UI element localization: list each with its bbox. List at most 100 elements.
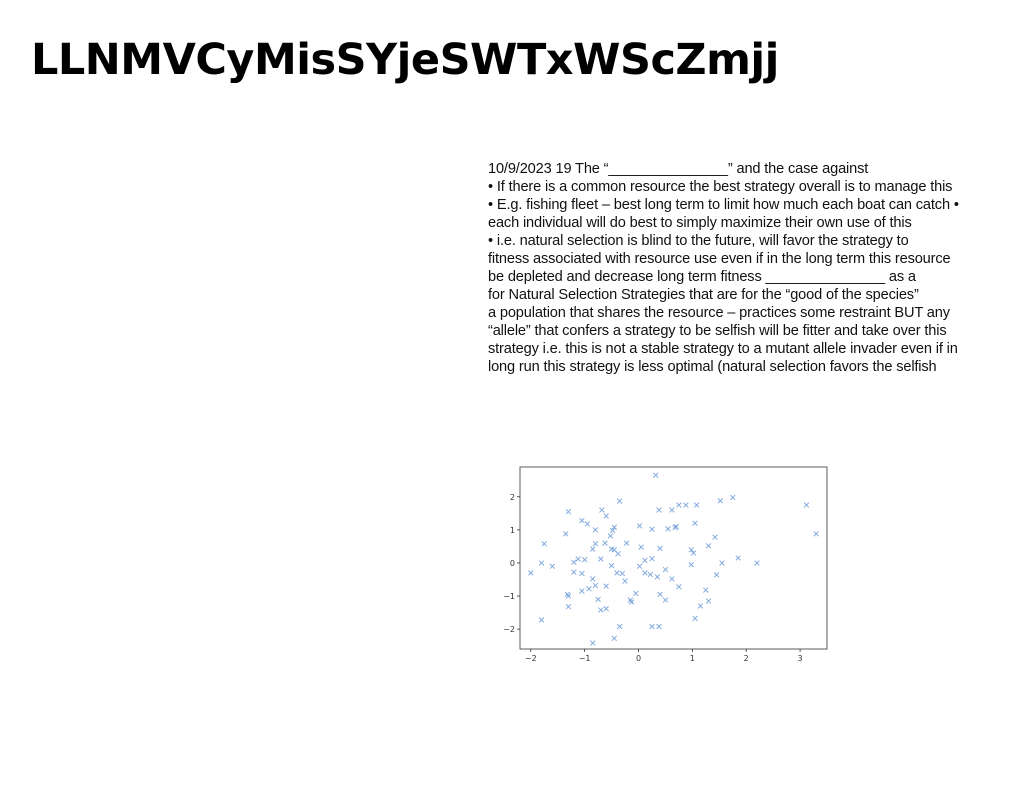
data-point [735,555,741,561]
data-point [616,498,623,504]
x-tick-label: 0 [636,654,641,663]
data-point [662,566,669,573]
data-point [595,596,601,603]
data-point [589,640,596,646]
data-point [622,578,628,584]
data-point [638,544,644,550]
data-point [642,557,648,564]
text-line: each individual will do best to simply m… [488,215,912,231]
y-tick-label: 0 [510,559,515,568]
data-point [656,623,662,630]
x-tick-label: −1 [579,654,591,663]
page-title: LLNMVCyMisSYjeSWTxWScZmjj [31,35,779,85]
data-point [636,563,643,570]
data-point [692,520,698,527]
data-point [565,593,572,599]
scatter-plot: −2 −1 0 1 2 3 −2 −1 0 1 2 [496,458,836,666]
data-point [813,531,819,537]
data-point [528,570,534,576]
data-point [649,555,655,562]
data-point [579,517,585,524]
data-point [563,531,569,537]
data-point [549,563,556,570]
data-point [642,570,648,576]
text-line: for Natural Selection Strategies that ar… [488,287,919,303]
x-tick-label: −2 [525,654,537,663]
data-point [603,583,609,589]
data-point [614,570,620,576]
data-point [538,560,545,566]
data-point [603,513,609,519]
data-point [571,569,577,575]
data-point [607,533,614,539]
data-point [619,570,626,577]
data-point [575,556,581,562]
data-point [608,562,615,569]
data-point [647,571,654,578]
data-point [599,507,605,513]
slide-text: 10/9/2023 19 The “_______________” and t… [488,160,1018,376]
data-point [672,524,678,531]
y-tick-label: 1 [510,526,515,535]
data-point [705,598,712,604]
data-point [565,508,572,515]
text-line: “allele” that confers a strategy to be s… [488,323,947,339]
data-point [652,472,659,479]
data-point [609,527,616,534]
data-point [705,543,712,549]
data-point [657,545,663,552]
data-point [697,603,704,609]
data-point [729,494,736,501]
text-line: fitness associated with resource use eve… [488,251,951,267]
text-line: be depleted and decrease long term fitne… [488,269,916,285]
data-point [665,526,671,532]
data-point [615,550,621,557]
data-point [603,605,609,612]
data-point [649,623,655,630]
text-line: • If there is a common resource the best… [488,179,953,195]
data-point [657,591,663,598]
data-point [571,559,577,566]
data-point [688,561,695,568]
data-point [754,560,760,566]
data-point [541,541,547,547]
data-point [676,584,682,590]
data-point [611,635,618,642]
x-tick-label: 2 [744,654,749,663]
data-point [623,540,630,546]
text-line: strategy i.e. this is not a stable strat… [488,341,958,357]
data-point [713,572,720,578]
data-point [579,588,585,594]
text-line: • i.e. natural selection is blind to the… [488,233,909,249]
y-tick-label: 2 [510,493,515,502]
data-point [712,534,718,540]
data-point [592,527,599,533]
data-point [579,570,585,577]
data-point [719,560,725,566]
text-line: long run this strategy is less optimal (… [488,359,937,375]
text-line: • E.g. fishing fleet – best long term to… [488,197,959,213]
data-point [649,526,655,532]
y-tick-label: −2 [503,625,515,634]
data-point [598,607,604,613]
scatter-plot-svg: −2 −1 0 1 2 3 −2 −1 0 1 2 [503,466,828,663]
data-point [703,587,709,593]
data-point [602,540,608,546]
data-point [592,541,599,547]
data-point [633,590,639,597]
data-point [669,507,675,513]
text-line: a population that shares the resource – … [488,305,950,321]
data-point [586,586,592,592]
data-point [628,599,635,605]
data-point [717,497,724,504]
data-point [589,546,596,552]
data-point [662,597,669,603]
y-tick-label: −1 [503,592,515,601]
data-point [589,576,596,582]
data-point [592,582,599,589]
data-point [692,615,698,622]
data-point [690,550,697,556]
data-point [581,556,588,563]
x-tick-label: 1 [690,654,695,663]
data-point [654,574,661,580]
